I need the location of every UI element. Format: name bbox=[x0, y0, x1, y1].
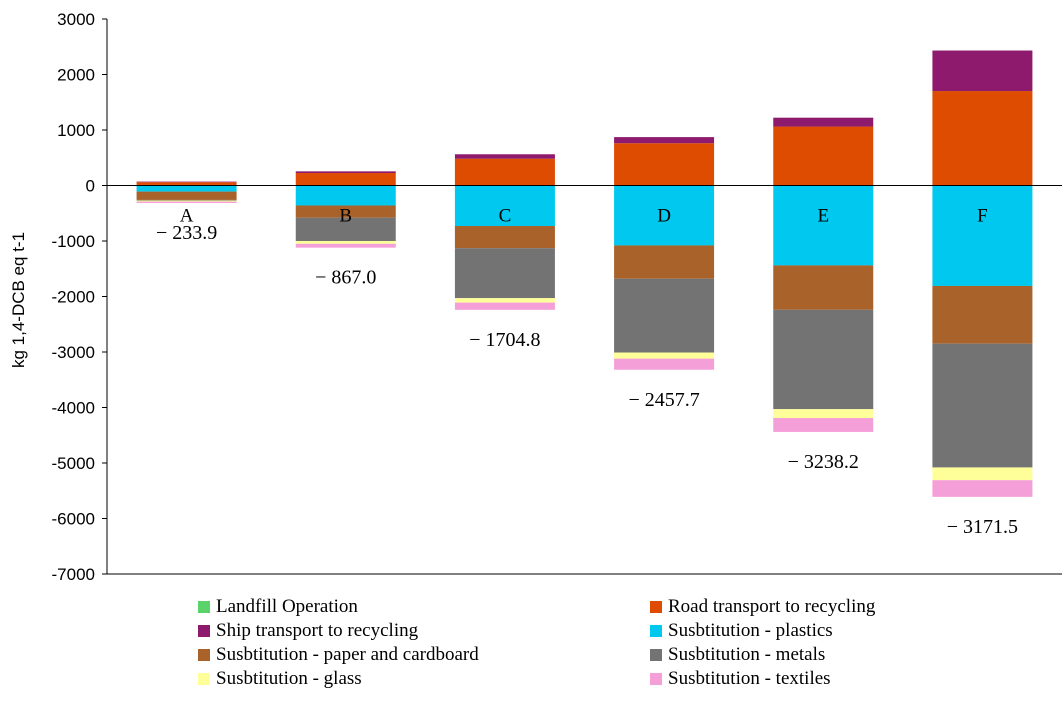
y-axis-label: kg 1,4-DCB eq t-1 bbox=[9, 232, 28, 368]
y-tick-label: -2000 bbox=[52, 288, 95, 307]
net-value-label: − 3238.2 bbox=[788, 451, 859, 473]
bar-segment-E-3 bbox=[773, 185, 874, 266]
net-value-label: − 3171.5 bbox=[947, 516, 1018, 538]
bar-labels: A− 233.9 B − 867.0 C − 1704.8 D − 2457.7 E − 323… bbox=[156, 206, 1018, 538]
y-tick-label: -1000 bbox=[52, 232, 95, 251]
bar-segment-A-5 bbox=[136, 199, 237, 201]
category-label: D bbox=[657, 206, 671, 227]
bar-segment-E-6 bbox=[773, 409, 874, 419]
bar-segment-E-2 bbox=[773, 117, 874, 127]
bar-segment-C-1 bbox=[454, 158, 555, 186]
legend-item: Susbtitution - glass bbox=[198, 668, 650, 689]
y-tick-label: -5000 bbox=[52, 454, 95, 473]
legend-item: Susbtitution - plastics bbox=[650, 620, 950, 641]
legend-label: Ship transport to recycling bbox=[216, 619, 419, 641]
bar-segment-B-5 bbox=[295, 217, 396, 241]
y-tick-label: -3000 bbox=[52, 343, 95, 362]
bar-segment-C-6 bbox=[454, 298, 555, 303]
y-tick-label: -7000 bbox=[52, 565, 95, 584]
bar-segment-C-2 bbox=[454, 154, 555, 159]
net-value-label: − 1704.8 bbox=[469, 329, 540, 351]
bar-segment-A-1 bbox=[136, 182, 237, 185]
legend-label: Landfill Operation bbox=[216, 595, 358, 617]
bar-segment-B-4 bbox=[295, 205, 396, 218]
bar-segment-B-3 bbox=[295, 185, 396, 206]
legend-swatch bbox=[650, 624, 662, 637]
legend-swatch bbox=[198, 648, 210, 661]
bar-segment-C-5 bbox=[454, 248, 555, 299]
bar-segment-B-7 bbox=[295, 243, 396, 248]
bar-segment-D-4 bbox=[614, 245, 715, 279]
y-tick-label: 3000 bbox=[57, 10, 95, 29]
bar-segment-A-3 bbox=[136, 185, 237, 192]
bar-segment-D-1 bbox=[614, 143, 715, 186]
bar-segment-C-4 bbox=[454, 226, 555, 249]
bar-segment-D-5 bbox=[614, 278, 715, 353]
legend-item: Ship transport to recycling bbox=[198, 620, 650, 641]
bar-segment-C-7 bbox=[454, 302, 555, 310]
bar-segment-E-7 bbox=[773, 418, 874, 432]
legend-label: Susbtitution - plastics bbox=[668, 619, 833, 641]
legend-label: Susbtitution - glass bbox=[216, 667, 362, 689]
bar-segment-A-4 bbox=[136, 191, 237, 200]
bar-segment-C-3 bbox=[454, 185, 555, 227]
bar-segment-F-1 bbox=[932, 91, 1033, 186]
bar-segment-E-4 bbox=[773, 265, 874, 310]
bar-segment-B-2 bbox=[295, 171, 396, 174]
legend-swatch bbox=[650, 672, 662, 685]
bar-segment-F-7 bbox=[932, 480, 1033, 497]
bar-segment-F-3 bbox=[932, 185, 1033, 286]
bar-segment-D-7 bbox=[614, 358, 715, 370]
legend-item: Road transport to recycling bbox=[650, 596, 950, 617]
bar-segment-A-2 bbox=[136, 181, 237, 183]
net-value-label: − 2457.7 bbox=[628, 389, 699, 411]
legend-item: Landfill Operation bbox=[198, 596, 650, 617]
legend-label: Susbtitution - textiles bbox=[668, 667, 831, 689]
bar-segment-E-1 bbox=[773, 126, 874, 186]
category-label: A bbox=[180, 206, 194, 227]
net-value-label: − 867.0 bbox=[315, 267, 376, 289]
category-label: F bbox=[977, 206, 988, 227]
legend-swatch bbox=[650, 648, 662, 661]
category-label: C bbox=[499, 206, 512, 227]
bars bbox=[136, 50, 1033, 497]
bar-segment-F-2 bbox=[932, 50, 1033, 92]
bar-segment-D-3 bbox=[614, 185, 715, 246]
bar-segment-E-5 bbox=[773, 309, 874, 410]
legend-label: Road transport to recycling bbox=[668, 595, 876, 617]
bar-segment-B-6 bbox=[295, 241, 396, 244]
bar-segment-A-6 bbox=[136, 200, 237, 202]
bar-segment-B-1 bbox=[295, 173, 396, 186]
bar-segment-A-7 bbox=[136, 201, 237, 203]
legend-item: Susbtitution - textiles bbox=[650, 668, 950, 689]
y-tick-label: -6000 bbox=[52, 510, 95, 529]
legend: Landfill Operation Road transport to recy… bbox=[198, 596, 958, 689]
bar-segment-F-4 bbox=[932, 285, 1033, 344]
net-value-label: − 233.9 bbox=[156, 222, 217, 244]
bar-segment-D-6 bbox=[614, 352, 715, 359]
bar-segment-F-6 bbox=[932, 467, 1033, 481]
bar-segment-D-2 bbox=[614, 137, 715, 144]
legend-item: Susbtitution - metals bbox=[650, 644, 950, 665]
legend-swatch bbox=[198, 672, 210, 685]
legend-label: Susbtitution - paper and cardboard bbox=[216, 643, 479, 665]
category-label: B bbox=[339, 206, 352, 227]
y-axis: 3000 2000 1000 0 -1000 -2000 -3000 -4000 -5000 -6… bbox=[52, 10, 1062, 584]
y-axis-label-text: kg 1,4-DCB eq t-1 bbox=[9, 232, 28, 368]
y-tick-label: -4000 bbox=[52, 399, 95, 418]
legend-swatch bbox=[650, 600, 662, 613]
legend-swatch bbox=[198, 624, 210, 637]
y-tick-label: 1000 bbox=[57, 121, 95, 140]
y-tick-label: 2000 bbox=[57, 66, 95, 85]
bar-segment-F-5 bbox=[932, 343, 1033, 468]
legend-label: Susbtitution - metals bbox=[668, 643, 826, 665]
category-label: E bbox=[817, 206, 829, 227]
legend-item: Susbtitution - paper and cardboard bbox=[198, 644, 650, 665]
legend-swatch bbox=[198, 600, 210, 613]
y-tick-label: 0 bbox=[86, 177, 95, 196]
